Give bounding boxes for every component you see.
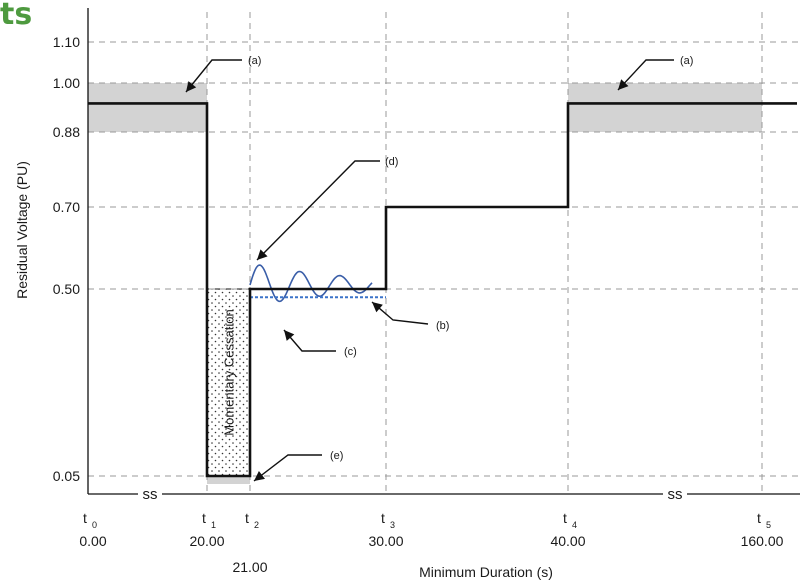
axis-break-mark-1: ss xyxy=(143,486,158,503)
x-val-t4: 40.00 xyxy=(550,533,585,549)
y-tick-0.05: 0.05 xyxy=(53,468,80,484)
x-tick-labels: t 00.00t 120.00t 221.00t 330.00t 440.00t 5160.… xyxy=(79,510,783,575)
x-axis-label: Minimum Duration (s) xyxy=(419,564,553,580)
x-sym-t4: t xyxy=(563,510,567,526)
annotation-6: (e) xyxy=(253,450,343,482)
annotation-arrowhead xyxy=(254,470,265,481)
x-sub-t2: 2 xyxy=(254,520,259,530)
annotation-leader xyxy=(256,160,380,261)
annotation-label: (d) xyxy=(385,156,398,168)
x-sym-t2: t xyxy=(245,510,249,526)
x-sym-t5: t xyxy=(757,510,761,526)
x-sym-t0: t xyxy=(83,510,87,526)
axis-break-gap-2 xyxy=(663,488,687,500)
x-sym-t3: t xyxy=(381,510,385,526)
normal-band-right xyxy=(568,83,762,132)
x-sub-t5: 5 xyxy=(766,520,771,530)
axis-break-gap-1 xyxy=(138,488,162,500)
annotation-label: (a) xyxy=(248,55,261,67)
x-sub-t4: 4 xyxy=(572,520,577,530)
x-sym-t1: t xyxy=(202,510,206,526)
y-tick-1.00: 1.00 xyxy=(53,75,80,91)
voltage-profile xyxy=(88,102,797,478)
oscillation-trace xyxy=(249,264,386,303)
annotation-arrowhead xyxy=(618,79,629,90)
axis-break-mark-2: ss xyxy=(668,486,683,503)
x-sub-t1: 1 xyxy=(211,520,216,530)
x-val-t1: 20.00 xyxy=(189,533,224,549)
annotation-leader xyxy=(617,59,674,91)
annotation-leader xyxy=(253,454,322,482)
y-tick-0.88: 0.88 xyxy=(53,124,80,140)
cessation-area xyxy=(206,288,251,477)
annotation-label: (e) xyxy=(330,450,343,462)
y-tick-0.50: 0.50 xyxy=(53,281,80,297)
annotation-label: (c) xyxy=(344,346,357,358)
axes: ss ss xyxy=(87,8,800,503)
annotation-1: (a) xyxy=(185,55,261,93)
y-tick-1.10: 1.10 xyxy=(53,34,80,50)
annotation-4: (c) xyxy=(283,329,357,358)
annotation-leader xyxy=(283,329,336,352)
annotation-leader xyxy=(185,59,242,93)
cessation-label: Momentary Cessation xyxy=(222,309,237,435)
momentary-cessation-region: Momentary Cessation xyxy=(206,288,251,477)
annotation-label: (a) xyxy=(680,55,693,67)
annotation-arrowhead xyxy=(186,81,197,92)
x-val-t0: 0.00 xyxy=(79,533,106,549)
annotations: (a) (a) (b) (c) (d) (e) xyxy=(185,55,693,482)
annotation-3: (b) xyxy=(371,301,449,332)
low-band xyxy=(207,476,250,484)
profile-line xyxy=(88,102,797,478)
annotation-label: (b) xyxy=(436,320,449,332)
annotation-arrowhead xyxy=(257,249,268,260)
x-val-t2: 21.00 xyxy=(232,559,267,575)
annotation-2: (a) xyxy=(617,55,693,91)
x-sub-t3: 3 xyxy=(390,520,395,530)
y-tick-0.70: 0.70 xyxy=(53,199,80,215)
y-axis-label: Residual Voltage (PU) xyxy=(14,161,30,299)
annotation-5: (d) xyxy=(256,156,398,261)
y-tick-labels: 1.10 1.00 0.88 0.70 0.50 0.05 xyxy=(53,34,80,484)
brand-fragment: ts xyxy=(0,0,32,32)
normal-voltage-bands xyxy=(88,83,762,484)
x-sub-t0: 0 xyxy=(92,520,97,530)
x-val-t3: 30.00 xyxy=(368,533,403,549)
x-val-t5: 160.00 xyxy=(741,533,784,549)
annotation-arrowhead xyxy=(372,302,383,313)
annotation-arrowhead xyxy=(284,330,295,341)
oscillation-line xyxy=(249,264,373,303)
